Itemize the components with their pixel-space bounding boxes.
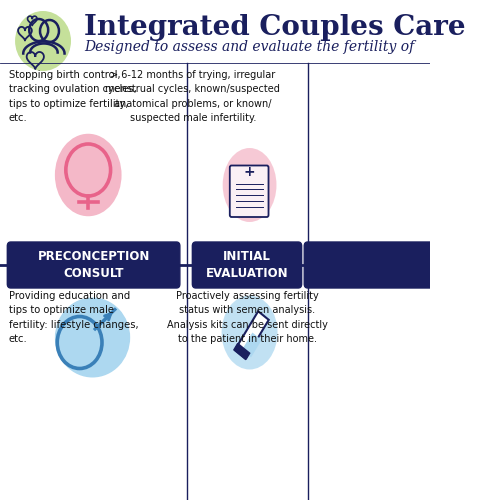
Ellipse shape	[222, 296, 278, 370]
Ellipse shape	[15, 11, 71, 71]
Text: Integrated Couples Care: Integrated Couples Care	[84, 14, 466, 41]
Text: INITIAL
EVALUATION: INITIAL EVALUATION	[206, 250, 288, 280]
Text: PRECONCEPTION
CONSULT: PRECONCEPTION CONSULT	[38, 250, 150, 280]
Text: > 6-12 months of trying, irregular
menstrual cycles, known/suspected
anatomical : > 6-12 months of trying, irregular menst…	[106, 70, 280, 123]
Text: +: +	[244, 166, 256, 179]
Ellipse shape	[222, 148, 276, 222]
FancyBboxPatch shape	[304, 242, 434, 288]
Polygon shape	[234, 311, 268, 359]
Text: Stopping birth control,
tracking ovulation cycles,
tips to optimize fertility,
e: Stopping birth control, tracking ovulati…	[8, 70, 136, 123]
Text: Proactively assessing fertility
status with semen analysis.
Analysis kits can be: Proactively assessing fertility status w…	[167, 291, 328, 344]
Polygon shape	[234, 344, 250, 359]
Ellipse shape	[55, 134, 122, 216]
FancyBboxPatch shape	[192, 242, 302, 288]
Polygon shape	[242, 332, 262, 357]
Text: Providing education and
tips to optimize male
fertility: lifestyle changes,
etc.: Providing education and tips to optimize…	[8, 291, 138, 344]
Text: Designed to assess and evaluate the fertility of: Designed to assess and evaluate the fert…	[84, 40, 414, 54]
FancyBboxPatch shape	[230, 166, 268, 217]
FancyBboxPatch shape	[8, 242, 180, 288]
Ellipse shape	[55, 298, 130, 378]
